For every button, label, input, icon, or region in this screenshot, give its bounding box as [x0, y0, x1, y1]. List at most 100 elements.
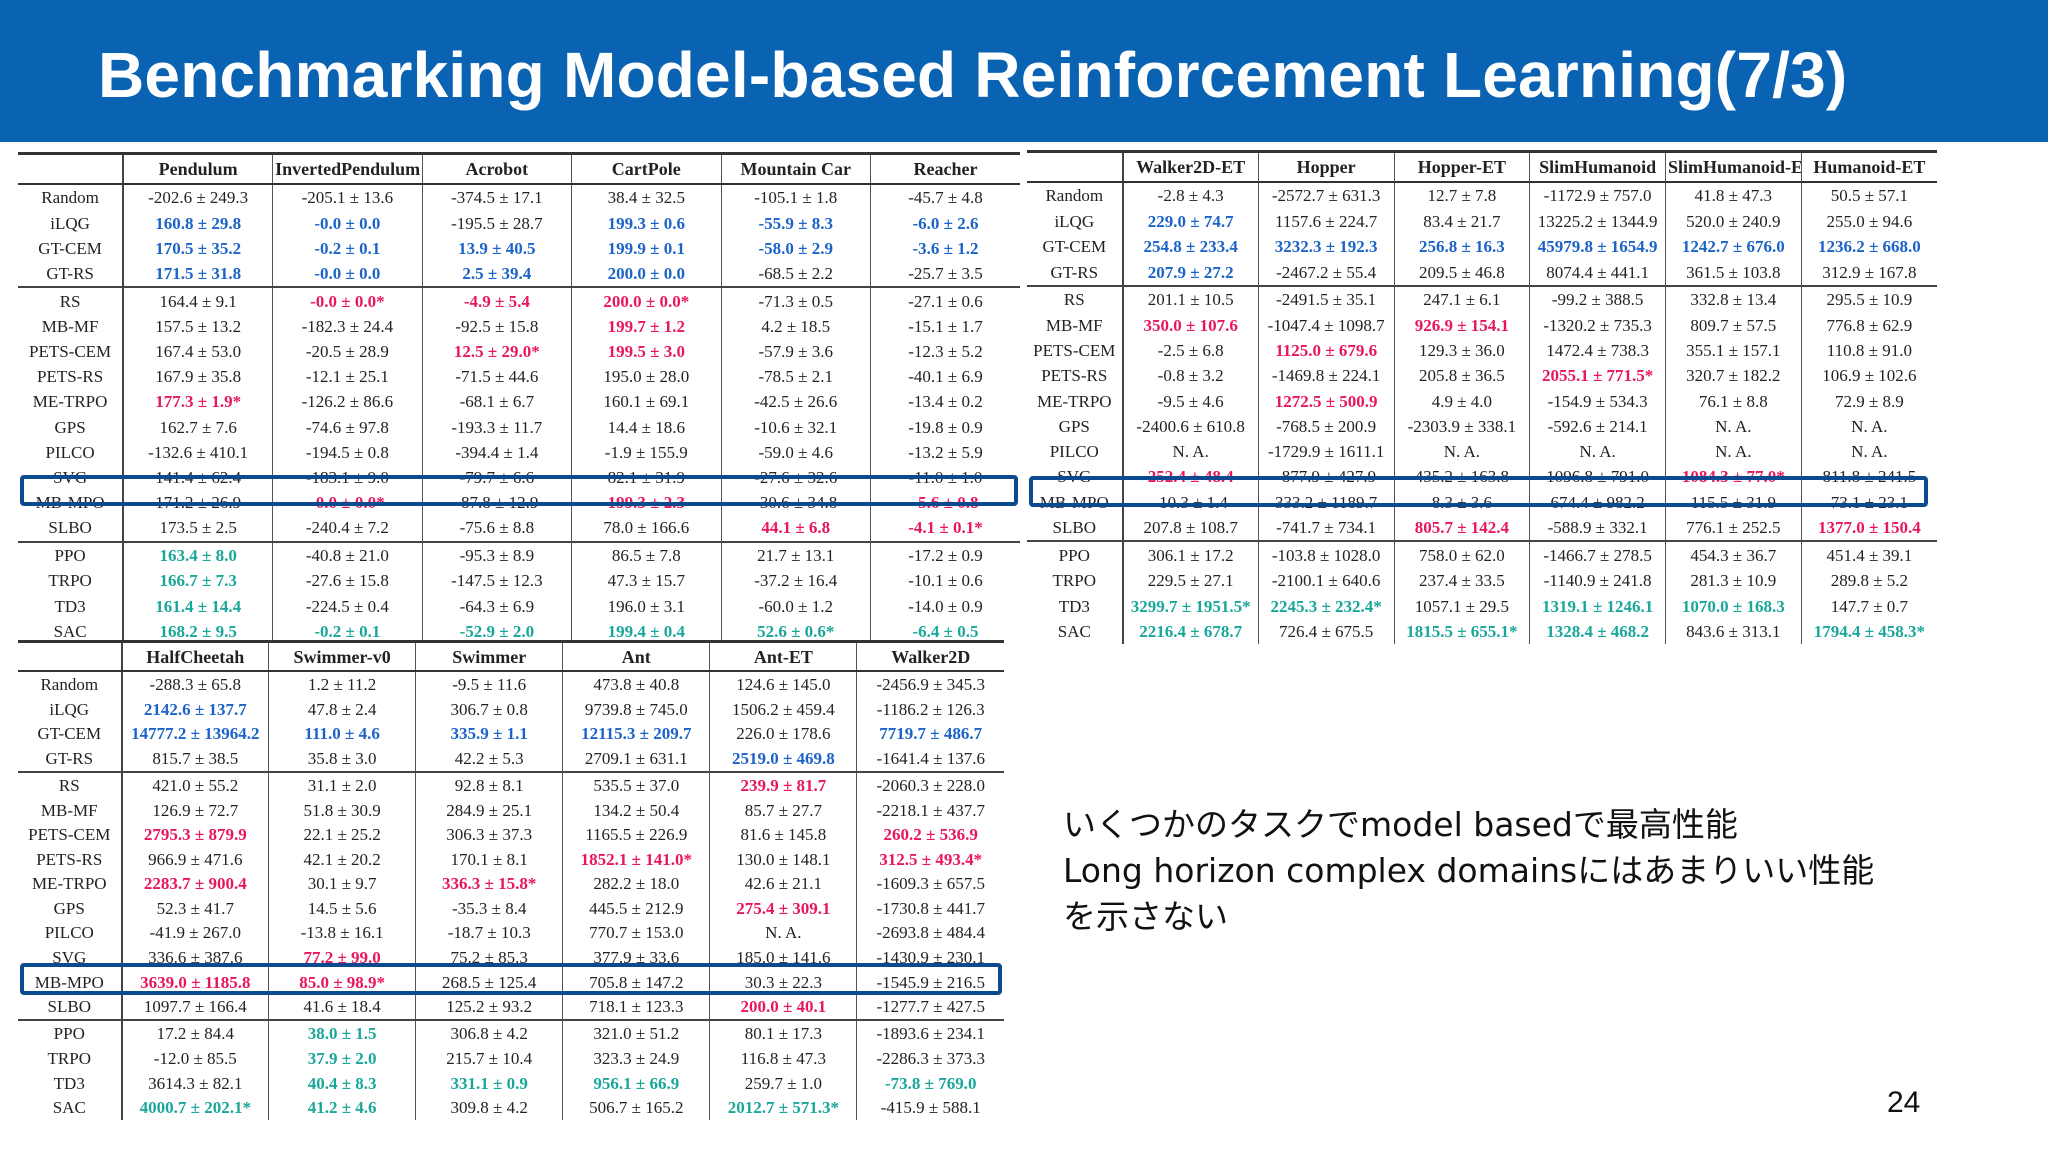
column-header: HalfCheetah — [121, 640, 269, 673]
score-cell: 275.4 ± 309.1 — [709, 896, 857, 921]
score-cell: 124.6 ± 145.0 — [709, 670, 857, 698]
score-cell: -18.7 ± 10.3 — [415, 920, 563, 946]
table-row: RS 421.0 ± 55.2 31.1 ± 2.0 92.8 ± 8.1 535.5 … — [18, 771, 1004, 799]
score-cell: -42.5 ± 26.6 — [720, 389, 871, 415]
method-name: GT-RS — [18, 260, 125, 288]
score-cell: N. A. — [709, 920, 857, 946]
score-cell: -6.4 ± 0.5 — [869, 618, 1020, 644]
score-cell: -41.9 ± 267.0 — [149, 923, 242, 943]
method-name: Random — [1027, 180, 1124, 209]
table-row: Random -2.8 ± 4.3 -2572.7 ± 631.3 12.7 ± 7.… — [1027, 180, 1937, 209]
method-name: PETS-CEM — [18, 339, 125, 365]
table-row: PETS-CEM 167.4 ± 53.0 -20.5 ± 28.9 12.5 ± 2… — [18, 339, 1020, 365]
score-cell: 106.9 ± 102.6 — [1800, 363, 1937, 389]
table-row: GT-CEM 254.8 ± 233.4 3232.3 ± 192.3 256.8 ±… — [1027, 233, 1937, 260]
method-name: Random — [18, 670, 123, 698]
method-name: SAC — [18, 1095, 123, 1120]
score-cell: 306.7 ± 0.8 — [415, 697, 563, 722]
score-cell: 289.8 ± 5.2 — [1800, 568, 1937, 594]
score-cell: -288.3 ± 65.8 — [121, 670, 269, 698]
score-cell: -2693.8 ± 484.4 — [856, 920, 1004, 946]
score-cell: 170.1 ± 8.1 — [415, 847, 563, 872]
score-cell: 247.1 ± 6.1 — [1393, 284, 1530, 313]
score-cell: 205.8 ± 36.5 — [1393, 363, 1530, 389]
score-cell: 321.0 ± 51.2 — [562, 1019, 710, 1047]
table-row: Random -202.6 ± 249.3 -205.1 ± 13.6 -374.5 … — [18, 182, 1020, 211]
score-cell: -2.5 ± 6.8 — [1157, 341, 1224, 361]
table-row: PILCO -41.9 ± 267.0 -13.8 ± 16.1 -18.7 ± 10… — [18, 920, 1004, 946]
column-header: Hopper-ET — [1393, 149, 1530, 183]
score-cell: 295.5 ± 10.9 — [1800, 284, 1937, 313]
score-cell: 805.7 ± 142.4 — [1393, 514, 1530, 542]
table-row: ME-TRPO 2283.7 ± 900.4 30.1 ± 9.7 336.3 ± 1… — [18, 871, 1004, 897]
score-cell: 215.7 ± 10.4 — [415, 1046, 563, 1071]
score-cell: 2709.1 ± 631.1 — [562, 746, 710, 773]
score-cell: 72.9 ± 8.9 — [1800, 388, 1937, 414]
score-cell: 323.3 ± 24.9 — [562, 1046, 710, 1071]
score-cell: 815.7 ± 38.5 — [152, 749, 239, 769]
score-cell: 78.0 ± 166.6 — [571, 515, 722, 542]
score-cell: -1469.8 ± 224.1 — [1257, 363, 1395, 389]
score-cell: -2060.3 ± 228.0 — [856, 771, 1004, 799]
score-cell: 535.5 ± 37.0 — [562, 771, 710, 799]
score-cell: -0.2 ± 0.1 — [272, 618, 423, 644]
table-row: PETS-RS 966.9 ± 471.6 42.1 ± 20.2 170.1 ± 8… — [18, 847, 1004, 872]
score-cell: 47.3 ± 15.7 — [571, 568, 722, 594]
table-row: GPS -2400.6 ± 610.8 -768.5 ± 200.9 -2303.9 … — [1027, 413, 1937, 439]
table-row: GT-CEM 14777.2 ± 13964.2 111.0 ± 4.6 335.9 … — [18, 721, 1004, 747]
score-cell: 92.8 ± 8.1 — [415, 771, 563, 799]
score-cell: 355.1 ± 157.1 — [1664, 337, 1802, 364]
column-header: Walker2D — [856, 640, 1004, 673]
method-name: GPS — [1027, 413, 1124, 439]
score-cell: 956.1 ± 66.9 — [562, 1070, 710, 1096]
score-cell: N. A. — [1664, 413, 1802, 439]
method-name: GT-CEM — [18, 235, 125, 261]
score-cell: 9739.8 ± 745.0 — [562, 697, 710, 722]
column-header: Swimmer — [415, 640, 563, 673]
score-cell: 81.6 ± 145.8 — [709, 822, 857, 848]
score-cell: 1125.0 ± 679.6 — [1257, 337, 1395, 364]
score-cell: -1893.6 ± 234.1 — [856, 1019, 1004, 1047]
score-cell: 201.1 ± 10.5 — [1122, 284, 1259, 313]
score-cell: 1.2 ± 11.2 — [268, 670, 416, 698]
table-grid: Pendulum InvertedPendulum Acrobot CartPole M… — [18, 151, 1020, 644]
score-cell: 38.4 ± 32.5 — [571, 182, 722, 211]
method-name: PILCO — [1027, 438, 1124, 465]
score-cell: 44.1 ± 6.8 — [720, 515, 871, 542]
score-cell: 473.8 ± 40.8 — [562, 670, 710, 698]
score-cell: 336.6 ± 387.6 — [148, 948, 243, 967]
score-cell: -40.8 ± 21.0 — [272, 540, 423, 569]
score-cell: -4.1 ± 0.1* — [869, 515, 1020, 542]
score-cell: -27.6 ± 15.8 — [272, 568, 423, 594]
score-cell: 14.5 ± 5.6 — [268, 896, 416, 921]
score-cell: 14777.2 ± 13964.2 — [131, 724, 260, 744]
score-cell: 42.6 ± 21.1 — [709, 871, 857, 897]
column-header: InvertedPendulum — [272, 151, 423, 185]
method-name: TRPO — [18, 568, 125, 594]
score-cell: 195.0 ± 28.0 — [571, 364, 722, 390]
score-cell: 309.8 ± 4.2 — [415, 1095, 563, 1120]
score-cell: -35.3 ± 8.4 — [415, 896, 563, 921]
method-header-cell — [18, 640, 123, 673]
method-header-cell — [1027, 149, 1124, 183]
score-cell: 171.5 ± 31.8 — [155, 264, 242, 284]
method-name: MB-MF — [18, 798, 123, 823]
score-cell: -1641.4 ± 137.6 — [856, 746, 1004, 773]
table-row: PETS-RS 167.9 ± 35.8 -12.1 ± 25.1 -71.5 ± 4… — [18, 364, 1020, 390]
score-cell: 200.0 ± 40.1 — [709, 994, 857, 1021]
score-cell: N. A. — [1664, 438, 1802, 465]
table-header-row: Pendulum InvertedPendulum Acrobot CartPole M… — [18, 151, 1020, 185]
column-header: Ant — [562, 640, 710, 673]
score-cell: -60.0 ± 1.2 — [720, 593, 871, 619]
score-cell: -415.9 ± 588.1 — [856, 1095, 1004, 1120]
score-cell: 30.1 ± 9.7 — [268, 871, 416, 897]
score-cell: 80.1 ± 17.3 — [709, 1019, 857, 1047]
score-cell: 1852.1 ± 141.0* — [562, 847, 710, 872]
score-cell: -1186.2 ± 126.3 — [856, 697, 1004, 722]
score-cell: 31.1 ± 2.0 — [268, 771, 416, 799]
score-cell: 199.7 ± 1.2 — [571, 313, 722, 340]
method-name: PETS-RS — [18, 364, 125, 390]
score-cell: 12115.3 ± 209.7 — [562, 721, 710, 747]
score-cell: -59.0 ± 4.6 — [720, 439, 871, 465]
score-cell: 199.3 ± 0.6 — [571, 210, 722, 236]
